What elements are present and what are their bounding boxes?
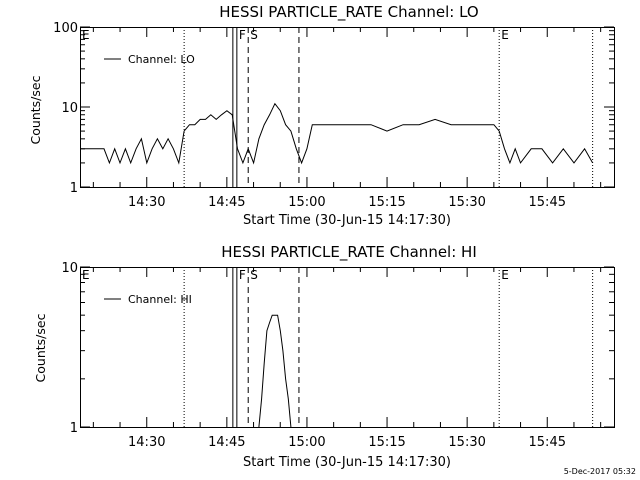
- x-tick-label: 14:45: [208, 435, 245, 450]
- x-tick-label: 15:45: [529, 195, 566, 210]
- chart-title-hi: HESSI PARTICLE_RATE Channel: HI: [221, 243, 477, 262]
- marker-label: E: [82, 268, 90, 282]
- x-tick-labels-lo: 14:30 14:45 15:00 15:15 15:30 15:45: [128, 195, 566, 210]
- chart-title-lo: HESSI PARTICLE_RATE Channel: LO: [219, 3, 478, 22]
- x-tick-labels-hi: 14:30 14:45 15:00 15:15 15:30 15:45: [128, 435, 566, 450]
- y-tick-label: 10: [61, 261, 78, 276]
- series-line-hi: [258, 314, 292, 428]
- x-tick-label: 15:15: [368, 195, 405, 210]
- plot-frame-lo: [80, 27, 615, 188]
- x-axis-label-lo: Start Time (30-Jun-15 14:17:30): [243, 213, 451, 228]
- marker-label: F: [239, 28, 246, 42]
- x-tick-label: 14:30: [128, 435, 165, 450]
- x-tick-label: 14:45: [208, 195, 245, 210]
- plot-frame-hi: [80, 267, 615, 428]
- y-tick-label: 1: [70, 181, 78, 196]
- x-tick-label: 15:45: [529, 435, 566, 450]
- x-tick-label: 14:30: [128, 195, 165, 210]
- axis-ticks-hi: [80, 266, 614, 428]
- marker-label: E: [82, 28, 90, 42]
- y-tick-labels-lo: 1 10 100: [53, 21, 78, 196]
- x-axis-label-hi: Start Time (30-Jun-15 14:17:30): [243, 455, 451, 470]
- series-line-lo: [80, 102, 594, 165]
- panel-lo: HESSI PARTICLE_RATE Channel: LO Counts/s…: [28, 3, 615, 228]
- y-tick-label: 10: [61, 101, 78, 116]
- marker-label: F: [239, 268, 246, 282]
- x-tick-label: 15:00: [288, 195, 325, 210]
- panel-hi: HESSI PARTICLE_RATE Channel: HI Counts/s…: [33, 243, 615, 470]
- y-axis-label-lo: Counts/sec: [28, 75, 43, 144]
- x-tick-label: 15:30: [448, 435, 485, 450]
- footer-timestamp: 5-Dec-2017 05:32: [564, 467, 636, 476]
- marker-label: S: [250, 268, 258, 282]
- marker-label: E: [501, 268, 509, 282]
- marker-label: S: [250, 28, 258, 42]
- x-tick-label: 15:15: [368, 435, 405, 450]
- axis-ticks-lo: [80, 26, 614, 188]
- y-tick-label: 100: [53, 21, 78, 36]
- y-tick-labels-hi: 1 10: [61, 261, 78, 436]
- x-tick-label: 15:30: [448, 195, 485, 210]
- marker-label: E: [501, 28, 509, 42]
- y-tick-label: 1: [70, 421, 78, 436]
- legend-label-hi: Channel: HI: [128, 293, 192, 306]
- y-axis-label-hi: Counts/sec: [33, 313, 48, 382]
- x-tick-label: 15:00: [288, 435, 325, 450]
- legend-label-lo: Channel: LO: [128, 53, 195, 66]
